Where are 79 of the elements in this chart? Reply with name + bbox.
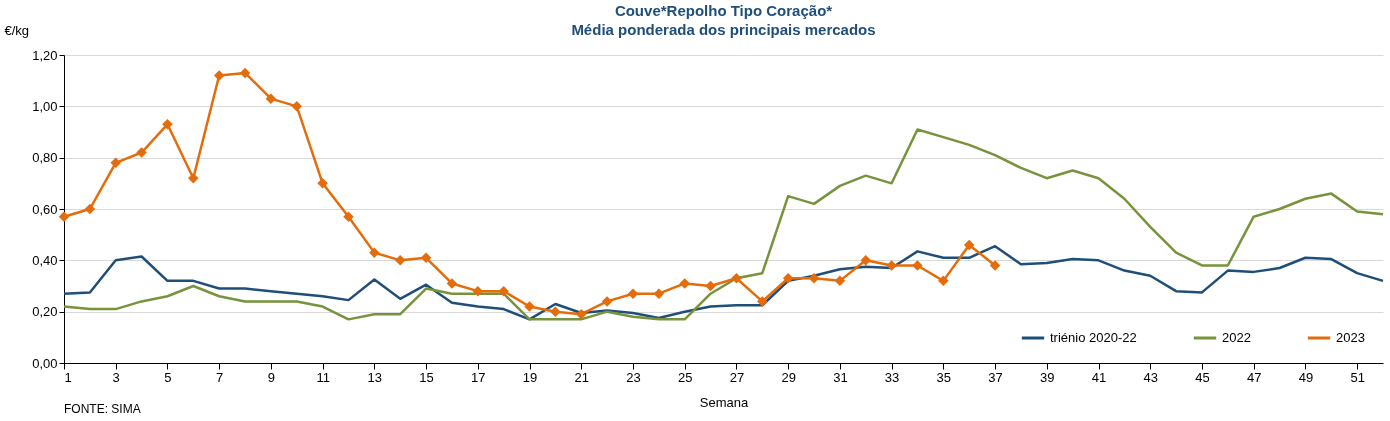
x-tick-label: 13 bbox=[367, 369, 383, 385]
point bbox=[369, 247, 380, 258]
x-tick-label: 45 bbox=[1195, 369, 1210, 385]
point bbox=[576, 308, 587, 320]
point bbox=[679, 278, 690, 289]
point bbox=[938, 275, 949, 287]
x-tick-label: 5 bbox=[164, 369, 172, 385]
y-tick-label: 0,00 bbox=[32, 355, 58, 371]
x-tick-label: 39 bbox=[1040, 369, 1055, 385]
x-tick-label: 49 bbox=[1298, 369, 1314, 385]
x-tick-label: 43 bbox=[1143, 369, 1158, 385]
point bbox=[627, 288, 639, 299]
point bbox=[213, 70, 225, 81]
point bbox=[420, 252, 432, 264]
x-tick-label: 31 bbox=[833, 369, 848, 385]
point bbox=[808, 273, 820, 284]
y-tick-label: 1,00 bbox=[32, 98, 58, 114]
x-tick-label: 35 bbox=[936, 369, 952, 385]
chart-title: Couve*Repolho Tipo Coração* bbox=[614, 2, 833, 19]
point bbox=[188, 172, 199, 184]
point bbox=[136, 147, 147, 158]
y-tick-label: 0,60 bbox=[32, 201, 58, 217]
point bbox=[317, 178, 328, 189]
x-tick-label: 23 bbox=[626, 369, 641, 385]
point bbox=[963, 239, 975, 251]
x-tick-label: 37 bbox=[988, 369, 1003, 385]
chart-subtitle: Média ponderada dos principais mercados bbox=[571, 21, 876, 38]
line-series bbox=[62, 244, 1385, 321]
point bbox=[162, 119, 173, 130]
x-tick-label: 33 bbox=[884, 369, 900, 385]
x-tick-label: 21 bbox=[574, 369, 589, 385]
x-tick-label: 1 bbox=[64, 369, 72, 385]
point bbox=[524, 301, 535, 312]
point bbox=[110, 157, 121, 169]
point bbox=[239, 67, 251, 79]
point bbox=[757, 296, 768, 307]
x-tick-label: 47 bbox=[1246, 369, 1262, 385]
legend-label: 2023 bbox=[1336, 330, 1365, 345]
source-note: FONTE: SIMA bbox=[64, 402, 141, 416]
point bbox=[446, 278, 458, 289]
point bbox=[394, 255, 406, 266]
line-series bbox=[62, 128, 1385, 321]
point bbox=[731, 273, 742, 284]
x-tick-label: 19 bbox=[522, 369, 538, 385]
x-tick-label: 29 bbox=[781, 369, 796, 385]
legend-label: 2022 bbox=[1222, 330, 1251, 345]
x-tick-label: 51 bbox=[1350, 369, 1365, 385]
x-tick-label: 41 bbox=[1091, 369, 1107, 385]
point bbox=[84, 203, 96, 215]
y-tick-label: 0,80 bbox=[32, 150, 58, 166]
x-tick-label: 7 bbox=[216, 369, 224, 385]
point bbox=[601, 296, 613, 307]
point bbox=[860, 255, 871, 266]
point bbox=[782, 273, 794, 284]
x-tick-label: 27 bbox=[729, 369, 745, 385]
x-tick-label: 25 bbox=[677, 369, 693, 385]
point bbox=[912, 260, 923, 271]
x-tick-label: 17 bbox=[471, 369, 486, 385]
y-tick-label: 0,20 bbox=[32, 304, 58, 320]
point bbox=[265, 93, 277, 104]
point bbox=[989, 260, 1001, 271]
point bbox=[886, 260, 897, 271]
point bbox=[291, 101, 303, 112]
x-tick-label: 3 bbox=[112, 369, 120, 385]
x-tick-label: 15 bbox=[419, 369, 434, 385]
point bbox=[705, 280, 716, 292]
point bbox=[550, 306, 561, 317]
x-axis-title: Semana bbox=[699, 394, 749, 410]
x-tick-label: 11 bbox=[316, 369, 330, 385]
point bbox=[343, 211, 354, 222]
y-axis-title: €/kg bbox=[4, 22, 30, 38]
y-tick-label: 0,40 bbox=[32, 252, 58, 268]
y-tick-label: 1,20 bbox=[32, 47, 58, 63]
point bbox=[498, 285, 509, 297]
legend-label: triénio 2020-22 bbox=[1050, 330, 1137, 345]
point bbox=[58, 211, 70, 222]
point bbox=[834, 275, 846, 287]
point bbox=[653, 288, 665, 299]
x-tick-label: 9 bbox=[267, 369, 276, 385]
